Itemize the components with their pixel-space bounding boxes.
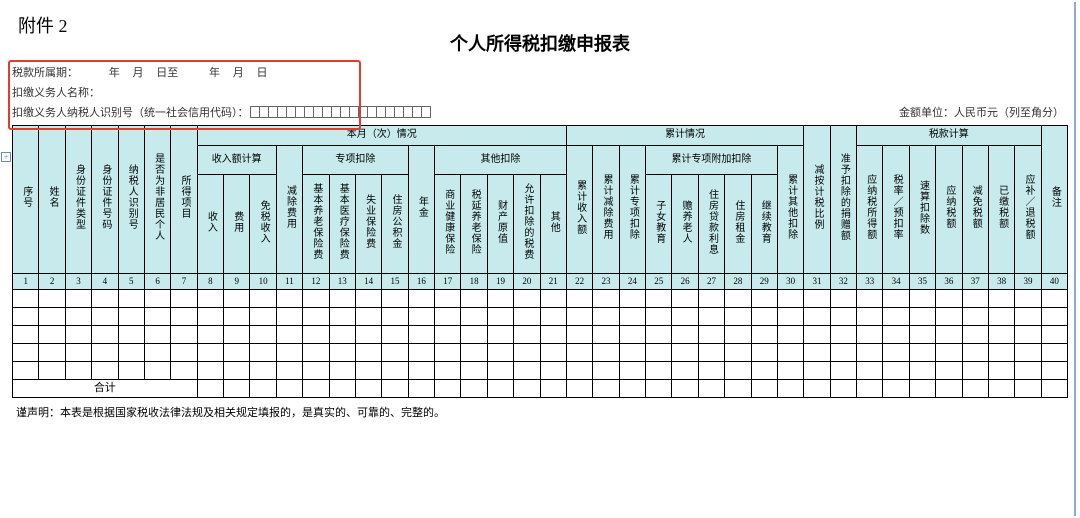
table-handle-icon: + bbox=[1, 152, 11, 162]
